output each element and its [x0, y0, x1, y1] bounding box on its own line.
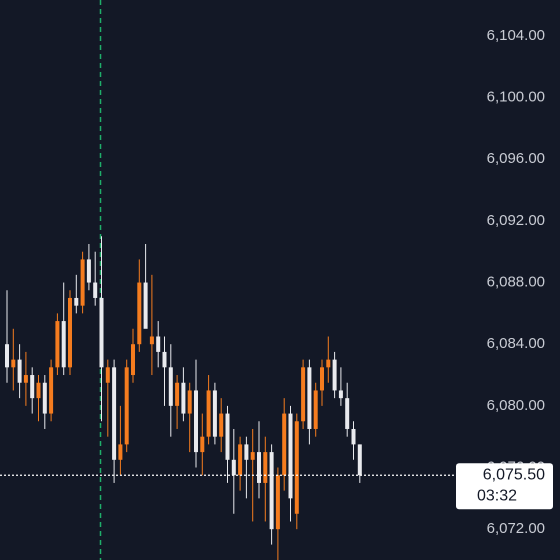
candle-body: [49, 367, 54, 414]
countdown: 03:32: [477, 487, 517, 504]
candle-body: [11, 359, 16, 368]
candle-body: [332, 359, 337, 391]
candle-body: [357, 444, 362, 476]
candle-body: [137, 282, 142, 345]
candle-body: [112, 367, 117, 460]
candle-body: [275, 475, 280, 530]
candle-body: [99, 297, 104, 368]
candle-body: [269, 452, 274, 530]
candle-body: [288, 413, 293, 499]
candle-body: [30, 375, 35, 399]
candle-body: [86, 259, 91, 283]
candle-body: [61, 321, 66, 368]
candle-body: [68, 297, 72, 368]
candle-body: [175, 382, 180, 406]
price-axis: 6,072.006,076.006,080.006,084.006,088.00…: [487, 27, 545, 537]
candle-body: [5, 344, 9, 368]
candle-body: [212, 390, 217, 437]
y-tick-label: 6,096.00: [487, 150, 545, 167]
candle-body: [307, 367, 312, 429]
candle-body: [294, 421, 299, 514]
candle-body: [238, 444, 243, 476]
candle-body: [194, 390, 198, 453]
candle-body: [244, 444, 249, 460]
candle-body: [131, 344, 135, 376]
candle-body: [105, 367, 110, 383]
candle-body: [118, 444, 123, 460]
candle-body: [168, 367, 173, 406]
candle-body: [282, 413, 287, 476]
candle-body: [231, 459, 236, 476]
candle-body: [23, 375, 28, 383]
candle-body: [338, 390, 343, 399]
candle-body: [93, 282, 98, 298]
candle-body: [219, 413, 224, 437]
candle-body: [301, 367, 306, 422]
y-tick-label: 6,088.00: [487, 274, 545, 291]
candle-body: [225, 413, 230, 460]
candle-body: [345, 398, 350, 429]
candle-body: [187, 390, 192, 414]
candle-body: [162, 351, 167, 368]
candle-body: [250, 452, 255, 460]
candle-body: [124, 367, 129, 445]
y-tick-label: 6,092.00: [487, 212, 545, 229]
candle-body: [351, 428, 356, 445]
candle-body: [263, 452, 268, 483]
candle-body: [313, 390, 318, 429]
candle-body: [156, 336, 161, 352]
candle-body: [257, 452, 261, 483]
y-tick-label: 6,084.00: [487, 335, 545, 352]
candle-body: [55, 321, 60, 368]
y-tick-label: 6,104.00: [487, 27, 545, 44]
candle-body: [200, 436, 205, 453]
candle-body: [320, 367, 324, 391]
candle-body: [74, 297, 79, 306]
last-price-label: 6,075.50: [483, 466, 545, 483]
candle-body: [181, 382, 186, 414]
candle-body: [36, 382, 41, 399]
candles: [5, 236, 362, 560]
candle-body: [80, 259, 85, 306]
candle-body: [149, 336, 154, 345]
y-tick-label: 6,080.00: [487, 397, 545, 414]
candle-body: [17, 359, 22, 383]
y-tick-label: 6,100.00: [487, 89, 545, 106]
candle-body: [206, 390, 211, 437]
candle-body: [42, 382, 47, 414]
candle-body: [326, 359, 331, 368]
candle-body: [143, 282, 148, 329]
y-tick-label: 6,072.00: [487, 520, 545, 537]
last-price-box: [456, 463, 553, 510]
